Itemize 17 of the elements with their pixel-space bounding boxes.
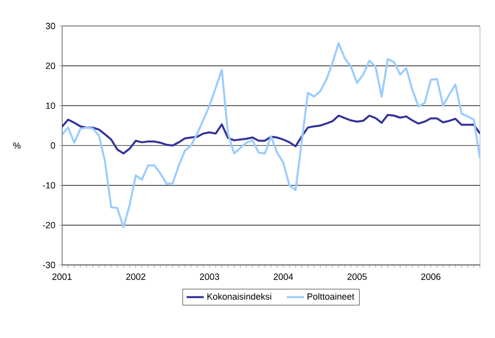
y-tick-label: 0: [50, 142, 56, 149]
y-tick-label: 10: [46, 102, 56, 109]
x-tick-label: 2003: [200, 274, 220, 280]
x-tick-label: 2006: [421, 274, 440, 280]
line-series: [62, 42, 480, 228]
y-tick-label: -20: [42, 222, 56, 228]
legend-label: Polttoaineet: [308, 293, 354, 300]
x-tick-label: 2001: [52, 274, 72, 280]
y-tick-label: 30: [46, 22, 56, 30]
y-axis-title: %: [13, 142, 21, 149]
y-tick-label: -30: [42, 262, 56, 268]
legend-label: Kokonaisindeksi: [207, 293, 272, 300]
y-tick-label: 20: [46, 62, 56, 70]
x-tick-label: 2005: [348, 274, 367, 280]
x-tick-label: 2002: [126, 274, 146, 280]
x-tick-label: 2004: [274, 274, 294, 280]
y-tick-label: -10: [42, 182, 56, 189]
